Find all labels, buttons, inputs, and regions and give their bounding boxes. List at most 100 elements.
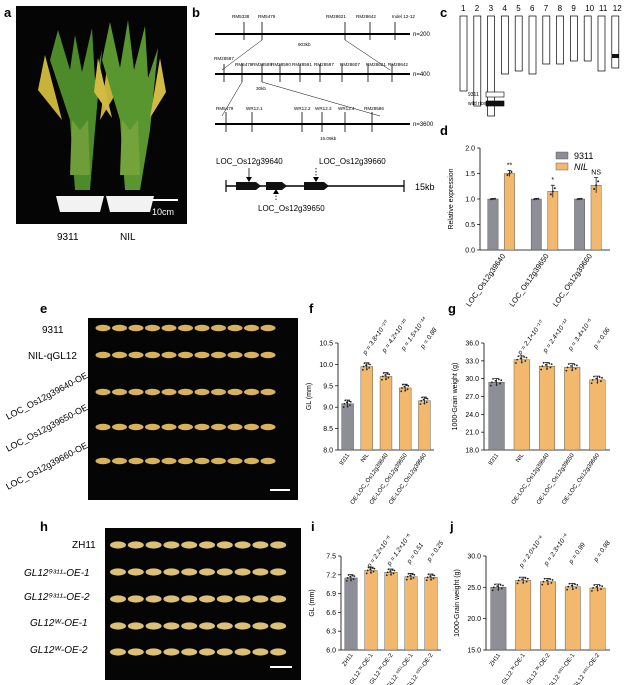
marker-row2-7: RM28607 bbox=[340, 62, 360, 67]
data-point bbox=[593, 584, 596, 586]
grain bbox=[95, 457, 111, 465]
x-tick-label: NIL bbox=[360, 452, 371, 464]
grain bbox=[260, 324, 276, 332]
grain bbox=[227, 388, 243, 396]
data-point bbox=[345, 401, 348, 404]
panel-h-grains bbox=[110, 541, 287, 656]
data-point bbox=[521, 578, 523, 581]
data-point bbox=[595, 184, 598, 187]
grain bbox=[163, 622, 180, 630]
bar bbox=[589, 379, 606, 451]
data-point bbox=[386, 372, 389, 375]
data-point bbox=[433, 574, 436, 577]
data-point bbox=[525, 356, 528, 359]
data-point bbox=[401, 383, 404, 386]
data-point bbox=[508, 172, 511, 175]
grain bbox=[145, 457, 160, 465]
data-point bbox=[491, 198, 494, 200]
panel-c-genotype: 1 2 3 4 5 6 7 8 9 10 11 12 bbox=[459, 4, 622, 117]
gene-label-39640: LOC_Os12g39640 bbox=[216, 157, 283, 166]
y-tick-label: 21.0 bbox=[465, 430, 479, 437]
panel-label-j: j bbox=[449, 519, 454, 534]
data-point bbox=[497, 588, 500, 591]
grain bbox=[178, 423, 193, 431]
data-point bbox=[391, 569, 394, 571]
data-point bbox=[574, 583, 576, 586]
data-point bbox=[500, 379, 503, 382]
marker-row2-1: RM28587 bbox=[214, 56, 234, 61]
data-point bbox=[350, 579, 352, 582]
data-point bbox=[592, 587, 594, 589]
y-tick-label: 25.0 bbox=[467, 585, 481, 592]
data-point bbox=[405, 578, 408, 581]
data-point bbox=[600, 588, 602, 591]
data-point bbox=[570, 365, 572, 367]
y-tick-label: 20.0 bbox=[467, 616, 481, 623]
grain bbox=[194, 351, 210, 359]
data-point bbox=[365, 572, 368, 575]
grain bbox=[181, 595, 198, 603]
x-tick-label: GL12 ⁹³¹¹-OE-2 bbox=[572, 652, 602, 685]
x-tick-label: GL12 ⁹³¹¹-OE-1 bbox=[547, 652, 577, 685]
data-point bbox=[574, 367, 577, 370]
grain bbox=[211, 388, 226, 396]
grain bbox=[252, 541, 269, 549]
data-point bbox=[386, 571, 389, 574]
panel-label-a: a bbox=[4, 5, 12, 20]
panel-label-i: i bbox=[311, 519, 315, 534]
marker-row3-5: WR12.4 bbox=[338, 106, 355, 111]
data-point bbox=[381, 378, 383, 381]
grain bbox=[252, 622, 269, 630]
data-point bbox=[419, 403, 422, 406]
grain bbox=[145, 388, 160, 396]
data-point bbox=[389, 570, 392, 573]
x-tick-label: ZH11 bbox=[342, 652, 355, 668]
grain bbox=[270, 648, 287, 656]
grain bbox=[181, 622, 198, 630]
grain bbox=[127, 622, 144, 630]
chromosome-2 bbox=[473, 15, 482, 107]
data-point bbox=[369, 363, 371, 366]
data-point bbox=[533, 198, 536, 201]
chromosome-7 bbox=[542, 15, 551, 65]
grain bbox=[163, 568, 180, 576]
label-e-9311: 9311 bbox=[42, 325, 64, 336]
data-point bbox=[535, 198, 538, 200]
grain bbox=[227, 324, 243, 332]
grain bbox=[244, 423, 259, 431]
data-point bbox=[544, 363, 547, 366]
grain bbox=[145, 541, 162, 549]
label-h-oe2: GL12⁹³¹¹-OE-2 bbox=[24, 592, 90, 603]
chromosome-number-1: 1 bbox=[461, 4, 466, 13]
significance-label: * bbox=[551, 177, 554, 184]
marker-row2-9: RM28642 bbox=[388, 62, 408, 67]
legend-label: NIL bbox=[574, 162, 588, 172]
grain bbox=[110, 622, 126, 630]
label-h-oe4: GL12ᵂ-OE-2 bbox=[30, 645, 88, 656]
data-point bbox=[362, 365, 365, 368]
grain bbox=[181, 541, 198, 549]
chromosome-number-9: 9 bbox=[571, 4, 576, 13]
grain bbox=[194, 457, 210, 465]
y-tick-label: 9.5 bbox=[323, 383, 333, 390]
chromosome-8 bbox=[556, 15, 564, 65]
data-point bbox=[367, 566, 370, 569]
x-tick-label: LOC_Os12g39640 bbox=[464, 252, 507, 308]
chromosome-1 bbox=[459, 15, 468, 92]
chromosome-number-11: 11 bbox=[599, 4, 608, 13]
p-value-label: p = 0.99 bbox=[567, 541, 587, 566]
data-point bbox=[382, 372, 385, 374]
grain bbox=[227, 423, 243, 431]
y-tick-label: 6.0 bbox=[326, 648, 336, 655]
grain bbox=[128, 324, 144, 332]
chromosome-10 bbox=[583, 15, 592, 62]
data-point bbox=[593, 375, 595, 378]
data-point bbox=[425, 397, 427, 399]
p-value-label: p = 3.4×10⁻⁵ bbox=[567, 317, 595, 353]
bar bbox=[538, 365, 556, 451]
chromosome-12 bbox=[611, 15, 620, 69]
data-point bbox=[385, 574, 388, 577]
panel-label-g: g bbox=[448, 301, 456, 316]
marker-row3-6: RM28586 bbox=[364, 106, 384, 111]
data-point bbox=[367, 362, 370, 365]
